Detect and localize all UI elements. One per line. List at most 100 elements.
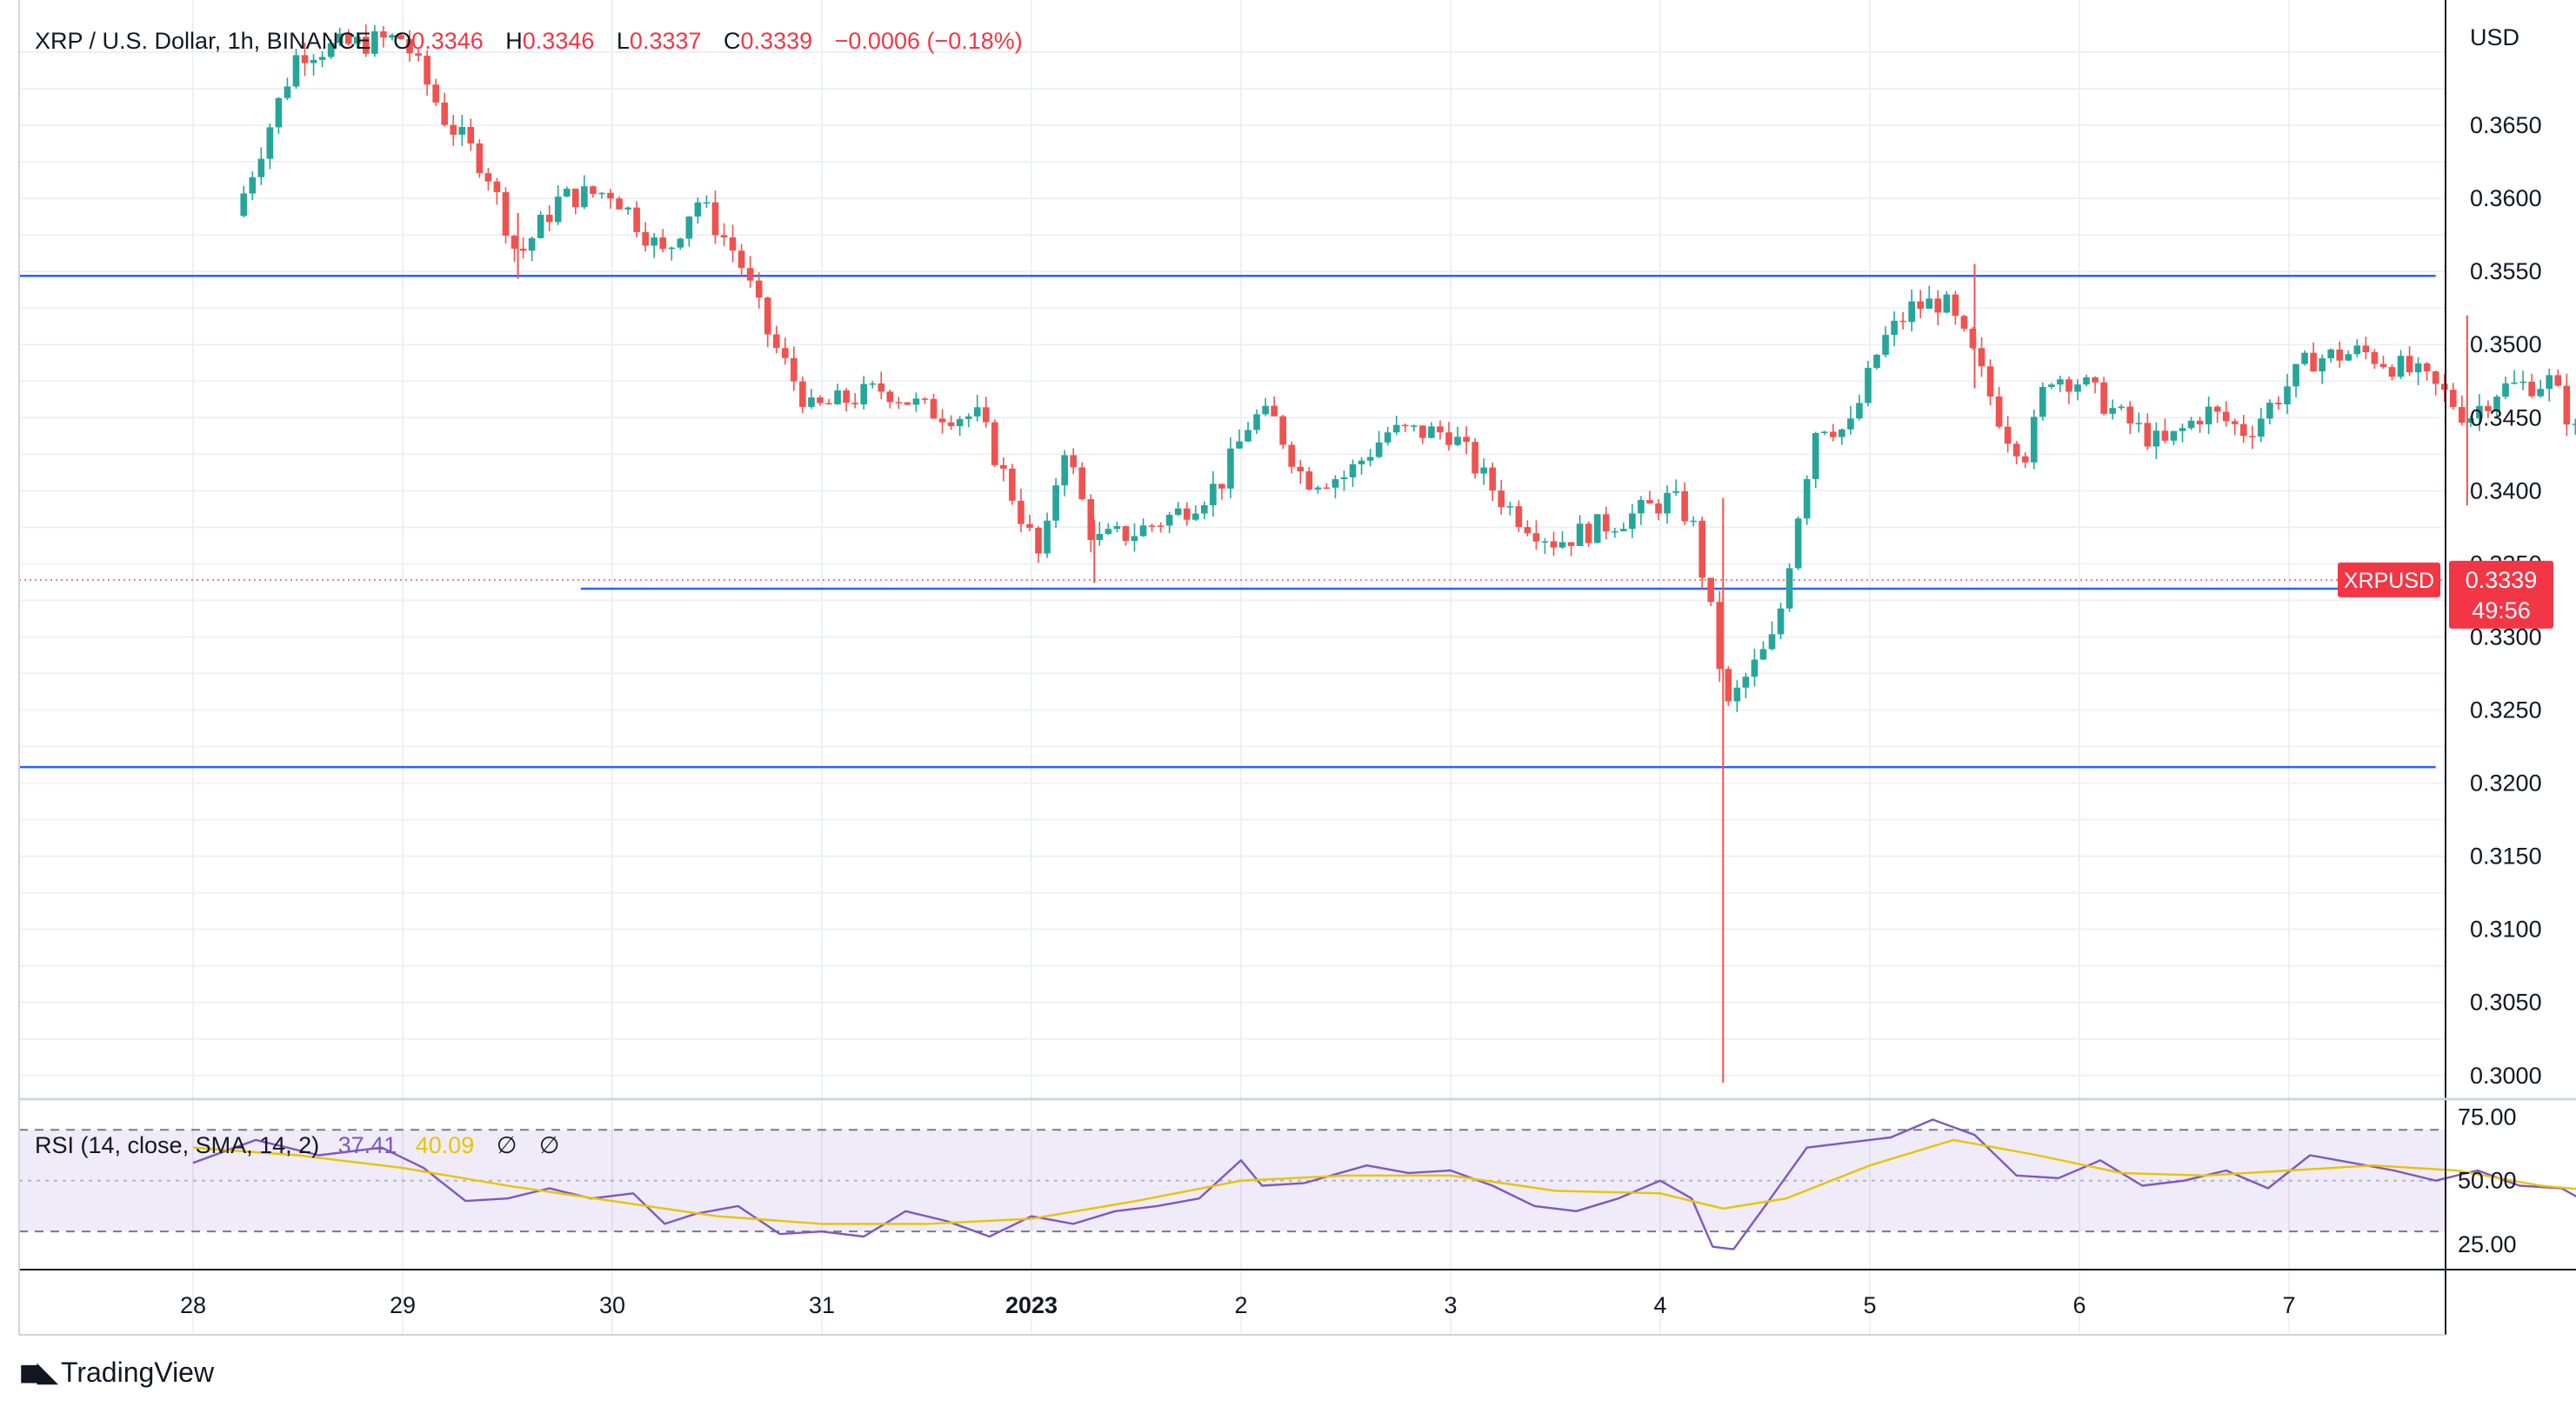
- price-tag-bg: [2449, 560, 2553, 629]
- candle-body: [2065, 379, 2072, 392]
- time-tick-label: 2: [1234, 1292, 1247, 1318]
- candle-body: [2449, 390, 2457, 408]
- rsi-band-lines: [19, 1129, 2446, 1233]
- candle-body: [1472, 442, 1478, 474]
- price-tick-label: 0.3450: [2470, 404, 2542, 430]
- candle-body: [878, 383, 885, 392]
- candle-body: [519, 248, 527, 251]
- price-tag-value: 0.3339: [2466, 567, 2538, 593]
- candle-body: [415, 53, 422, 57]
- candle-body: [2118, 406, 2126, 409]
- candle-body: [1026, 523, 1033, 528]
- candle-body: [1113, 526, 1121, 530]
- chart-grid: [19, 0, 2446, 1335]
- candle-body: [1384, 432, 1391, 443]
- candle-body: [991, 422, 998, 465]
- candle-body: [2039, 387, 2046, 417]
- candle-body: [1873, 354, 1880, 369]
- candle-body: [2092, 377, 2099, 383]
- candle-body: [694, 202, 702, 217]
- candle-body: [982, 407, 990, 423]
- candle-body: [2258, 418, 2265, 437]
- candle-body: [1480, 467, 1487, 474]
- symbol-title[interactable]: XRP / U.S. Dollar, 1h, BINANCE: [35, 28, 371, 54]
- candle-body: [2379, 363, 2387, 368]
- rsi-label[interactable]: RSI (14, close, SMA, 14, 2): [35, 1132, 320, 1158]
- candle-body: [1131, 536, 1138, 542]
- time-tick-label: 4: [1653, 1292, 1666, 1318]
- candle-body: [1122, 526, 1130, 542]
- candle-body: [441, 102, 449, 125]
- candle-body: [1070, 455, 1078, 468]
- candle-body: [353, 37, 361, 44]
- candle-body: [607, 192, 614, 199]
- candle-body: [2546, 375, 2553, 390]
- candle-body: [1210, 483, 1217, 506]
- candle-body: [292, 55, 300, 87]
- candle-body: [1986, 366, 1994, 397]
- low-value: 0.3337: [629, 28, 702, 54]
- candle-body: [1856, 403, 1863, 419]
- candle-body: [1690, 520, 1697, 523]
- candle-body: [1506, 506, 1514, 508]
- candle-body: [886, 391, 894, 403]
- time-axis-ticks: 28 29 30 31 2023 2 3 4 5 6 7: [180, 1292, 2296, 1318]
- candle-body: [1489, 467, 1497, 491]
- candle-body: [2563, 385, 2571, 425]
- high-value: 0.3346: [522, 28, 595, 54]
- candle-body: [1899, 320, 1906, 323]
- candle-body: [1908, 301, 1916, 323]
- time-tick-label: 2023: [1005, 1292, 1058, 1318]
- candle-body: [2152, 430, 2160, 447]
- low-label: L: [616, 28, 630, 54]
- candle-body: [720, 235, 728, 237]
- candle-body: [2196, 420, 2204, 425]
- candle-body: [1078, 467, 1086, 500]
- candle-body: [1044, 520, 1051, 554]
- candle-body: [1550, 541, 1558, 548]
- rsi-sma-value: 40.09: [415, 1132, 475, 1158]
- candle-body: [930, 398, 938, 419]
- candle-body: [2222, 411, 2230, 422]
- candle-body: [1201, 505, 1208, 514]
- candle-body: [1952, 294, 1959, 317]
- candle-body: [1245, 430, 1251, 442]
- candle-body: [1419, 425, 1426, 438]
- candle-body: [1611, 530, 1618, 533]
- candle-body: [2353, 345, 2361, 355]
- candle-body: [1000, 464, 1007, 469]
- price-tick-label: 0.3650: [2470, 112, 2542, 138]
- candle-body: [1681, 490, 1688, 522]
- candle-body: [1925, 298, 1933, 310]
- candle-body: [2144, 423, 2152, 447]
- candle-body: [2432, 371, 2439, 384]
- candle-body: [1803, 478, 1811, 519]
- rsi-tick-label: 25.00: [2458, 1231, 2517, 1257]
- candle-body: [511, 236, 518, 249]
- candle-body: [1733, 687, 1741, 702]
- candle-body: [1785, 568, 1793, 609]
- candle-body: [1602, 514, 1610, 532]
- candle-body: [1191, 513, 1199, 520]
- candle-body: [1672, 490, 1679, 493]
- candle-body: [1340, 477, 1348, 480]
- candle-body: [1445, 432, 1452, 445]
- candle-body: [598, 192, 605, 195]
- candle-body: [2021, 456, 2029, 463]
- candle-body: [772, 334, 780, 349]
- tradingview-logo[interactable]: ◼◣ TradingView: [19, 1357, 214, 1389]
- candle-body: [1236, 441, 1243, 449]
- candle-body: [476, 143, 484, 174]
- candle-body: [808, 397, 815, 407]
- candle-body: [1183, 508, 1191, 520]
- candle-body: [2572, 423, 2576, 425]
- candle-body: [659, 237, 667, 250]
- candle-body: [484, 173, 492, 182]
- candle-body: [921, 398, 929, 400]
- candle-body: [1174, 508, 1182, 516]
- candle-body: [1515, 506, 1523, 528]
- candle-body: [380, 31, 387, 38]
- price-tick-label: 0.3250: [2470, 697, 2542, 724]
- candle-body: [2459, 407, 2466, 423]
